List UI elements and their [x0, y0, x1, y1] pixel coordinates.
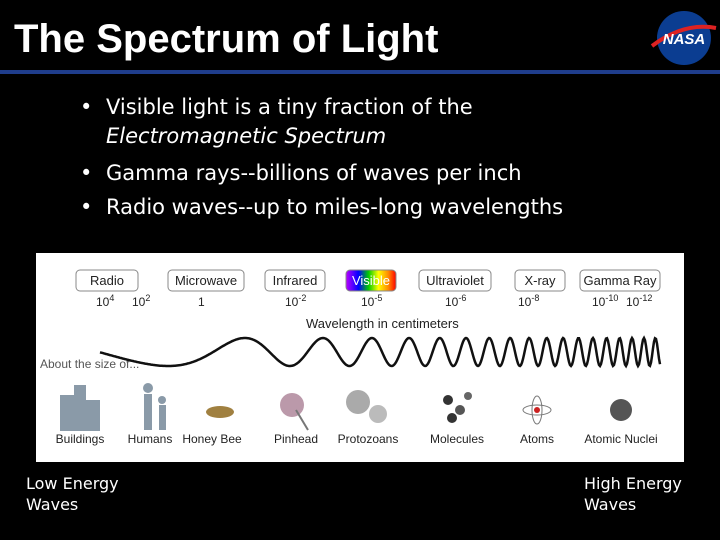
wavelength-exp: -12	[639, 293, 652, 303]
wavelength: 10-5	[361, 293, 382, 309]
size-item: Atomic Nuclei	[584, 432, 657, 446]
band-box	[264, 269, 326, 292]
size-item: Buildings	[56, 432, 105, 446]
band-box	[75, 269, 139, 292]
bullet-marker: •	[80, 95, 92, 119]
size-item: Pinhead	[274, 432, 318, 446]
icons	[60, 383, 632, 431]
size-label: About the size of...	[40, 357, 139, 371]
wavelength: 10-6	[445, 293, 466, 309]
wavelength: 10-12	[626, 293, 652, 309]
band-box	[418, 269, 492, 292]
wavelength-base: 10	[285, 295, 299, 309]
bullet-marker: •	[80, 195, 92, 219]
wavelength-exp: 2	[145, 293, 150, 303]
bullet-list: • Visible light is a tiny fraction of th…	[80, 95, 563, 219]
wavelength-base: 10	[132, 295, 146, 309]
wavelength: 10-8	[518, 293, 539, 309]
size-item: Honey Bee	[182, 432, 242, 446]
band-label: Radio	[90, 273, 124, 288]
logo-text: NASA	[663, 31, 706, 48]
bullet-text: Gamma rays--billions of waves per inch	[106, 161, 522, 185]
footer-left: Waves	[26, 495, 78, 514]
band-box	[514, 269, 566, 292]
bullet-marker: •	[80, 161, 92, 185]
wave	[99, 335, 662, 369]
band-label: Ultraviolet	[426, 273, 484, 288]
bullet-text: Visible light is a tiny fraction of the	[106, 95, 473, 119]
size-item: Protozoans	[338, 432, 399, 446]
band-box	[167, 269, 245, 292]
wavelength-exp: -6	[458, 293, 466, 303]
slide-title: The Spectrum of Light	[14, 17, 438, 61]
spectrum-figure: Wavelength in centimeters About the size…	[40, 269, 662, 446]
footer-right: High Energy	[584, 474, 682, 493]
wavelength-base: 10	[626, 295, 640, 309]
wavelength: 104	[96, 293, 114, 309]
size-item: Atoms	[520, 432, 554, 446]
wavelength-base: 10	[96, 295, 110, 309]
footer-left: Low Energy	[26, 474, 119, 493]
footer-right: Waves	[584, 495, 636, 514]
wavelength-base: 10	[445, 295, 459, 309]
wavelength-exp: 4	[109, 293, 114, 303]
wavelength-exp: -8	[531, 293, 539, 303]
bullet-text: Radio waves--up to miles-long wavelength…	[106, 195, 563, 219]
nasa-logo: NASA	[650, 11, 717, 65]
band-label: X-ray	[524, 273, 556, 288]
wavelength-base: 10	[518, 295, 532, 309]
axis-label: Wavelength in centimeters	[306, 316, 459, 331]
band-label: Visible	[352, 273, 390, 288]
wavelength-exp: -5	[374, 293, 382, 303]
band-label: Gamma Ray	[584, 273, 657, 288]
wavelength-base: 10	[361, 295, 375, 309]
band-box	[579, 269, 661, 292]
band-label: Infrared	[273, 273, 318, 288]
wavelength: 10-2	[285, 293, 306, 309]
wavelength: 10-10	[592, 293, 618, 309]
size-item: Humans	[128, 432, 173, 446]
wavelength-exp: -2	[298, 293, 306, 303]
wavelength-base: 10	[592, 295, 606, 309]
wavelength: 1	[198, 295, 205, 309]
wavelength-exp: -10	[605, 293, 618, 303]
band-box	[345, 269, 397, 292]
size-item: Molecules	[430, 432, 484, 446]
band-label: Microwave	[175, 273, 237, 288]
wavelength: 102	[132, 293, 150, 309]
wavelength-base: 1	[198, 295, 205, 309]
bullet-emphasis: Electromagnetic Spectrum	[106, 124, 386, 148]
